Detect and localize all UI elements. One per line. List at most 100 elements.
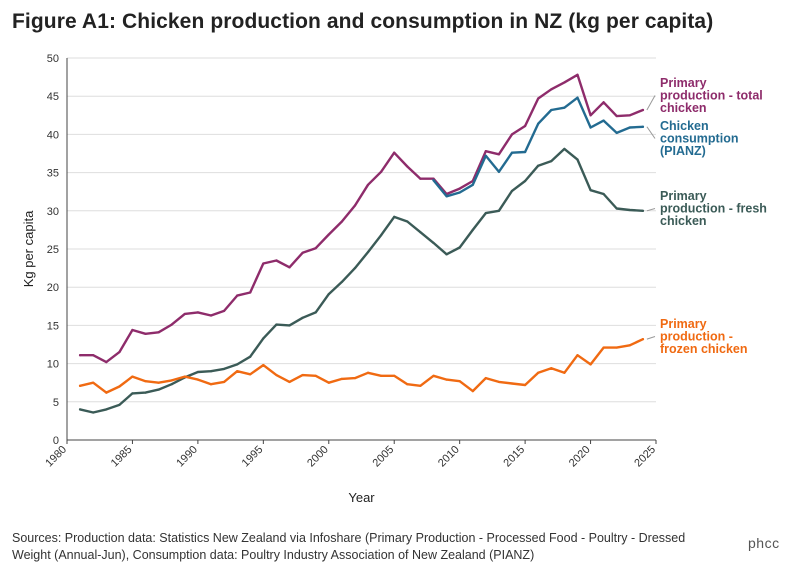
data-point-primary-production-fresh-chicken <box>131 392 134 395</box>
data-point-primary-production-frozen-chicken <box>288 380 291 384</box>
data-point-chicken-consumption-pianz <box>445 195 448 198</box>
x-tick-label: 1980 <box>43 444 69 470</box>
data-point-chicken-consumption-pianz <box>628 126 631 129</box>
data-point-primary-production-fresh-chicken <box>393 215 396 219</box>
y-tick-label: 10 <box>47 359 59 371</box>
data-point-primary-production-total-chicken <box>183 312 186 316</box>
data-point-primary-production-fresh-chicken <box>510 189 514 193</box>
data-point-primary-production-frozen-chicken <box>144 380 147 383</box>
data-point-primary-production-fresh-chicken <box>170 383 173 386</box>
data-point-chicken-consumption-pianz <box>589 126 592 129</box>
data-point-primary-production-frozen-chicken <box>196 378 199 381</box>
data-point-primary-production-fresh-chicken <box>458 246 461 249</box>
x-tick-label: 1990 <box>174 444 200 470</box>
x-tick-label: 2015 <box>501 444 527 470</box>
data-point-primary-production-frozen-chicken <box>419 384 422 387</box>
data-point-primary-production-total-chicken <box>563 81 566 84</box>
data-point-primary-production-frozen-chicken <box>458 380 461 383</box>
data-point-primary-production-frozen-chicken <box>327 381 330 384</box>
data-point-primary-production-total-chicken <box>340 220 343 223</box>
data-point-primary-production-fresh-chicken <box>406 220 409 223</box>
series-label-line: production - <box>660 330 733 344</box>
data-point-primary-production-frozen-chicken <box>524 383 527 387</box>
data-point-primary-production-total-chicken <box>118 351 121 354</box>
data-point-chicken-consumption-pianz <box>615 131 618 134</box>
data-point-primary-production-total-chicken <box>78 354 82 357</box>
data-point-primary-production-fresh-chicken <box>628 208 631 212</box>
data-point-primary-production-fresh-chicken <box>157 388 160 391</box>
data-point-chicken-consumption-pianz <box>641 125 645 128</box>
data-point-primary-production-fresh-chicken <box>471 228 474 231</box>
x-tick-label: 2020 <box>567 444 593 470</box>
data-point-primary-production-fresh-chicken <box>78 408 82 411</box>
data-point-primary-production-fresh-chicken <box>641 209 645 212</box>
data-point-primary-production-frozen-chicken <box>340 377 343 380</box>
data-point-chicken-consumption-pianz <box>602 119 605 122</box>
data-point-primary-production-total-chicken <box>537 97 540 100</box>
data-point-chicken-consumption-pianz <box>484 154 487 157</box>
data-point-chicken-consumption-pianz <box>471 183 474 186</box>
data-point-primary-production-fresh-chicken <box>615 207 618 210</box>
x-tick-label: 2000 <box>305 444 331 470</box>
series-label: Chicken consumption (PIANZ) <box>660 119 738 158</box>
data-point-primary-production-total-chicken <box>380 170 383 173</box>
data-point-primary-production-total-chicken <box>157 331 160 334</box>
label-connector <box>646 336 656 340</box>
data-point-chicken-consumption-pianz <box>510 151 514 154</box>
series-line-chicken-consumption-pianz <box>432 96 645 198</box>
data-point-primary-production-total-chicken <box>275 259 278 262</box>
data-point-primary-production-fresh-chicken <box>118 403 121 406</box>
data-point-primary-production-total-chicken <box>288 266 291 269</box>
data-point-primary-production-frozen-chicken <box>484 377 487 380</box>
source-note: Sources: Production data: Statistics New… <box>12 531 686 562</box>
data-point-primary-production-frozen-chicken <box>628 344 631 347</box>
data-point-primary-production-frozen-chicken <box>497 380 501 384</box>
y-tick-label: 40 <box>47 129 59 141</box>
data-point-primary-production-fresh-chicken <box>484 211 487 215</box>
data-point-primary-production-frozen-chicken <box>406 383 409 386</box>
data-point-primary-production-frozen-chicken <box>78 384 82 387</box>
data-point-primary-production-frozen-chicken <box>537 371 540 374</box>
data-point-primary-production-frozen-chicken <box>262 364 265 367</box>
y-tick-label: 35 <box>47 168 59 180</box>
y-tick-label: 0 <box>53 435 59 447</box>
data-point-primary-production-fresh-chicken <box>550 160 553 163</box>
x-tick-label: 1995 <box>240 444 266 470</box>
data-point-primary-production-fresh-chicken <box>196 370 199 374</box>
data-point-primary-production-total-chicken <box>615 114 618 118</box>
series-line-primary-production-frozen-chicken <box>78 338 645 394</box>
data-point-primary-production-total-chicken <box>484 150 487 153</box>
data-point-primary-production-fresh-chicken <box>144 391 147 394</box>
y-tick-label: 30 <box>47 206 59 218</box>
chart-title: Figure A1: Chicken production and consum… <box>12 10 714 33</box>
data-point-primary-production-frozen-chicken <box>249 373 252 376</box>
data-point-primary-production-total-chicken <box>222 309 226 312</box>
data-point-primary-production-total-chicken <box>353 204 357 207</box>
data-point-primary-production-total-chicken <box>419 177 422 180</box>
data-point-chicken-consumption-pianz <box>550 108 553 112</box>
data-point-chicken-consumption-pianz <box>524 150 527 154</box>
series-label-line: chicken <box>660 101 707 115</box>
data-point-primary-production-total-chicken <box>249 291 252 294</box>
data-point-primary-production-fresh-chicken <box>314 311 317 314</box>
data-point-primary-production-total-chicken <box>524 124 527 128</box>
data-point-primary-production-total-chicken <box>170 323 173 326</box>
data-point-primary-production-total-chicken <box>576 73 579 76</box>
data-point-primary-production-fresh-chicken <box>105 408 108 411</box>
data-point-primary-production-fresh-chicken <box>419 231 422 234</box>
data-point-primary-production-total-chicken <box>393 151 396 154</box>
series-label: Primary production -frozen chicken <box>660 317 748 356</box>
y-tick-label: 15 <box>47 320 59 332</box>
data-point-primary-production-fresh-chicken <box>563 147 566 151</box>
data-point-primary-production-fresh-chicken <box>209 370 213 373</box>
data-point-primary-production-fresh-chicken <box>353 267 357 270</box>
data-point-primary-production-total-chicken <box>144 332 147 335</box>
data-point-primary-production-total-chicken <box>314 247 317 250</box>
data-point-primary-production-frozen-chicken <box>92 381 95 384</box>
series-label-line: production - fresh <box>660 202 767 216</box>
data-point-primary-production-total-chicken <box>105 360 108 364</box>
series-label-line: Primary <box>660 317 707 331</box>
label-connector <box>646 95 656 111</box>
data-point-primary-production-frozen-chicken <box>157 381 160 384</box>
